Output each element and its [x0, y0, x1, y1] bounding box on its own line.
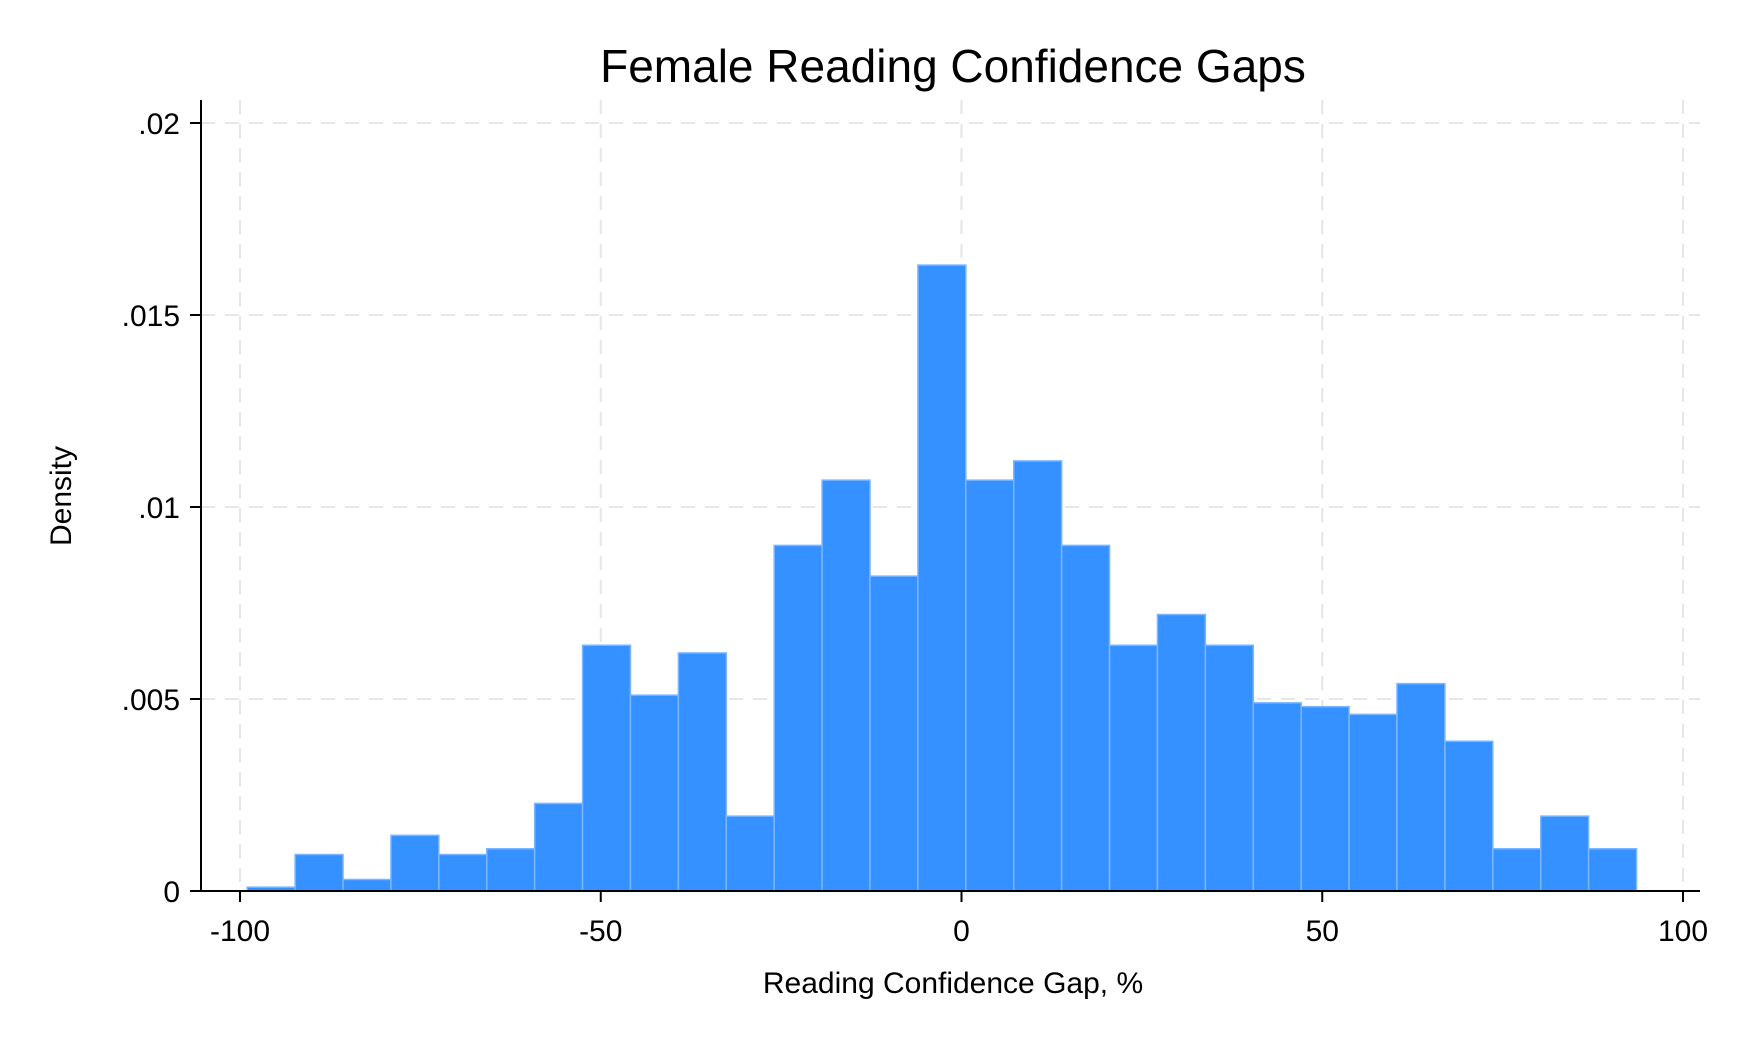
- histogram-bar: [533, 802, 584, 892]
- y-tick-label: .005: [122, 684, 180, 717]
- histogram-bar: [1060, 544, 1111, 892]
- chart-title: Female Reading Confidence Gaps: [600, 40, 1306, 92]
- histogram-bar: [486, 848, 536, 892]
- histogram-bar: [917, 264, 967, 892]
- histogram-bar: [294, 853, 344, 892]
- y-tick-label: .01: [138, 492, 180, 525]
- histogram-bar: [1204, 644, 1255, 892]
- y-tick-label: .02: [138, 108, 180, 141]
- histogram-bar: [1300, 705, 1350, 892]
- histogram-bar: [438, 853, 488, 892]
- histogram-bar: [1444, 740, 1494, 892]
- x-tick-label: 100: [1658, 915, 1708, 948]
- y-tick-label: .015: [122, 300, 180, 333]
- histogram-bar: [773, 544, 823, 892]
- histogram-bar: [1587, 848, 1638, 892]
- ticks-layer: 0 .005 .01 .015 .02 -100 -50 0 50 100: [122, 108, 1708, 948]
- histogram-bar: [1539, 815, 1590, 892]
- histogram-bar: [1156, 613, 1207, 892]
- histogram-bar: [1108, 644, 1159, 892]
- histogram-bar: [869, 575, 919, 892]
- x-tick-label: 50: [1306, 915, 1339, 948]
- y-axis-label: Density: [45, 446, 78, 546]
- histogram-bar: [390, 834, 440, 892]
- histogram-bar: [1348, 713, 1398, 892]
- histogram-bar: [1252, 702, 1302, 892]
- x-tick-label: -50: [579, 915, 622, 948]
- histogram-bar: [677, 652, 728, 892]
- x-tick-label: 0: [953, 915, 970, 948]
- bars-layer: [246, 264, 1638, 892]
- histogram-bar: [821, 479, 871, 892]
- histogram-bar: [1492, 848, 1542, 892]
- histogram-bar: [342, 878, 392, 892]
- histogram-bar: [1012, 460, 1063, 892]
- histogram-bar: [965, 479, 1015, 892]
- x-tick-label: -100: [210, 915, 270, 948]
- x-axis-label: Reading Confidence Gap, %: [763, 967, 1143, 1000]
- y-tick-label: 0: [163, 876, 180, 909]
- histogram-bar: [1396, 682, 1446, 892]
- histogram-bar: [629, 694, 680, 892]
- histogram-bar: [581, 644, 632, 892]
- axes-layer: [200, 100, 1700, 892]
- histogram-bar: [725, 815, 775, 892]
